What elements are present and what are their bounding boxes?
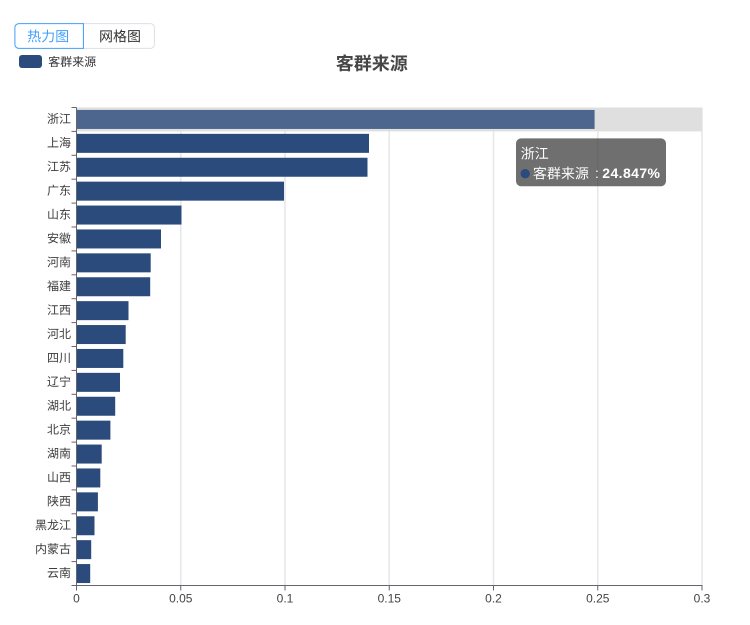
svg-text:0.15: 0.15	[378, 592, 402, 606]
svg-text:0.1: 0.1	[277, 592, 294, 606]
svg-text:0: 0	[73, 592, 80, 606]
svg-text:24.847%: 24.847%	[602, 165, 660, 181]
svg-text:0.2: 0.2	[485, 592, 502, 606]
svg-text:0.05: 0.05	[169, 592, 193, 606]
svg-text:0.3: 0.3	[694, 592, 711, 606]
svg-text::: :	[595, 165, 599, 181]
svg-text:0.25: 0.25	[586, 592, 610, 606]
